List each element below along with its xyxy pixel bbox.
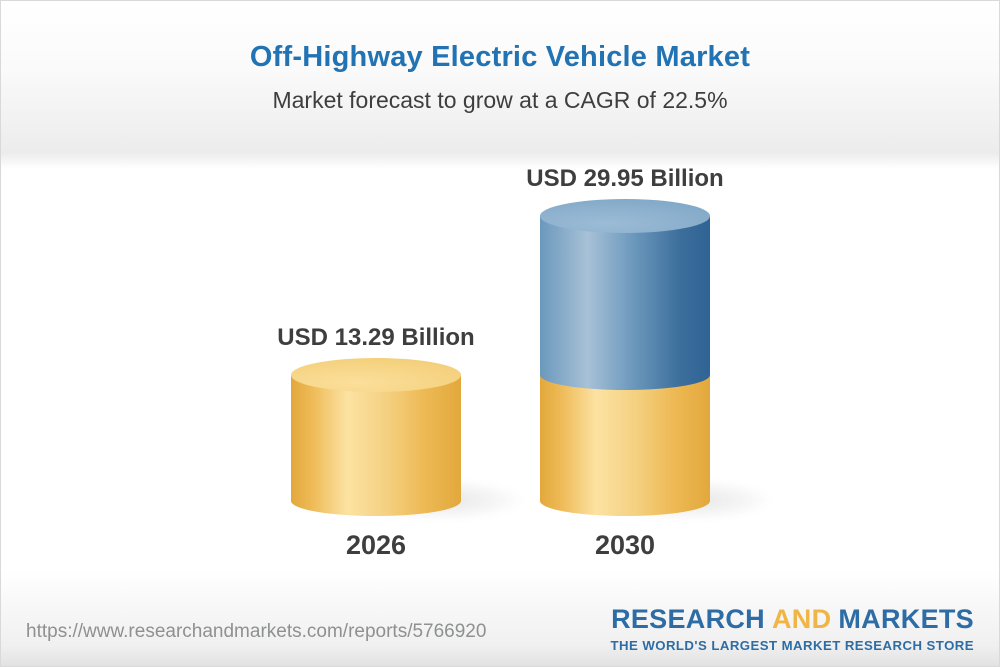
year-label-2026: 2026 xyxy=(345,530,407,560)
page-subtitle: Market forecast to grow at a CAGR of 22.… xyxy=(272,87,728,113)
header-gradient-band xyxy=(1,1,999,153)
logo-tagline: THE WORLD'S LARGEST MARKET RESEARCH STOR… xyxy=(610,638,974,653)
logo-word-and: AND xyxy=(771,604,832,634)
cylinder-segment-2026-yellow xyxy=(291,374,461,516)
logo-word-research: RESEARCH xyxy=(611,604,765,634)
report-url: https://www.researchandmarkets.com/repor… xyxy=(26,621,487,642)
cylinder-cap-2030 xyxy=(540,199,710,234)
logo-word-markets: MARKETS xyxy=(838,604,974,634)
footer-gradient-band xyxy=(1,570,999,666)
year-label-2030: 2030 xyxy=(594,530,656,560)
cylinder-segment-2030-blue xyxy=(540,216,710,390)
logo-wordmark: RESEARCH AND MARKETS xyxy=(611,606,975,633)
cylinder-cap-2026 xyxy=(291,357,461,392)
value-label-2026: USD 13.29 Billion xyxy=(277,323,475,351)
cylinder-segment-2030-yellow xyxy=(540,374,710,516)
value-label-2030: USD 29.95 Billion xyxy=(526,165,724,193)
header-gradient-fade xyxy=(1,153,999,169)
page-title: Off-Highway Electric Vehicle Market xyxy=(249,41,751,73)
research-and-markets-logo: RESEARCH AND MARKETS THE WORLD'S LARGEST M… xyxy=(610,606,975,654)
